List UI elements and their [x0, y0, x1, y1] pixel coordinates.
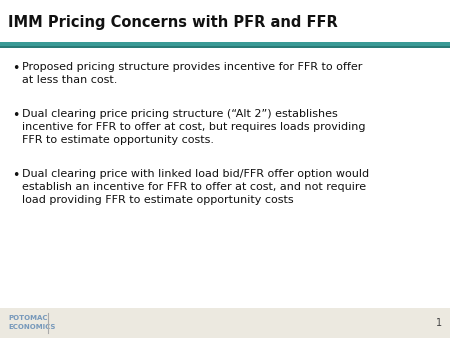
- Bar: [0, 308, 450, 338]
- Text: IMM Pricing Concerns with PFR and FFR: IMM Pricing Concerns with PFR and FFR: [8, 15, 338, 29]
- Text: •: •: [12, 62, 19, 75]
- Text: Dual clearing price with linked load bid/FFR offer option would
establish an inc: Dual clearing price with linked load bid…: [22, 169, 369, 206]
- Text: Proposed pricing structure provides incentive for FFR to offer
at less than cost: Proposed pricing structure provides ince…: [22, 62, 362, 85]
- Text: POTOMAC: POTOMAC: [8, 315, 48, 321]
- Text: •: •: [12, 109, 19, 122]
- Text: ECONOMICS: ECONOMICS: [8, 324, 55, 330]
- Bar: [0, 46, 450, 48]
- Text: Dual clearing price pricing structure (“Alt 2”) establishes
incentive for FFR to: Dual clearing price pricing structure (“…: [22, 109, 365, 145]
- Text: 1: 1: [436, 318, 442, 328]
- Text: •: •: [12, 169, 19, 182]
- Bar: [0, 42, 450, 46]
